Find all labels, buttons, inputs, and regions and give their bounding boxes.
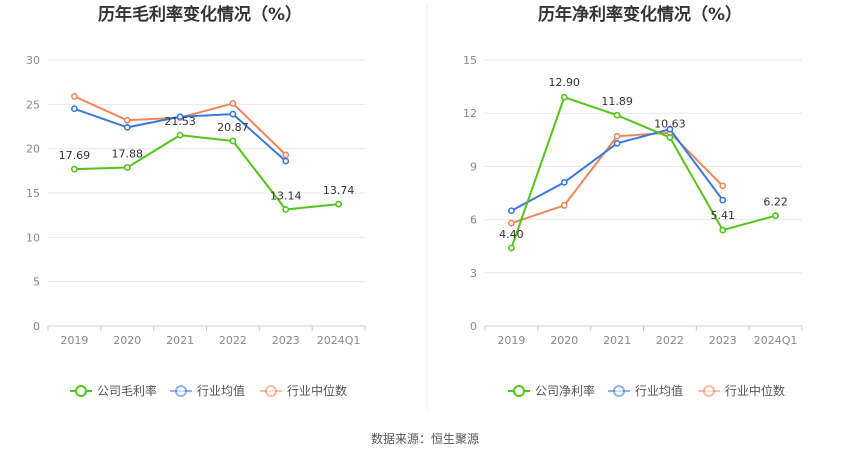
data-point: [71, 105, 78, 113]
legend-label: 行业均值: [197, 383, 245, 398]
data-point: [282, 151, 290, 159]
data-point: [613, 132, 621, 140]
legend-label: 行业均值: [635, 383, 683, 398]
data-point: [123, 164, 131, 171]
data-point: [508, 244, 515, 252]
x-tick-label: 2023: [272, 334, 300, 347]
legend-item[interactable]: 行业均值: [608, 383, 683, 398]
data-source-note: 数据来源：恒生聚源: [371, 431, 479, 446]
y-tick-label: 0: [33, 320, 40, 333]
x-tick-label: 2021: [166, 334, 194, 347]
legend-marker: [513, 385, 525, 397]
legend-marker: [703, 385, 715, 397]
chart-title: 历年毛利率变化情况（%）: [98, 4, 302, 25]
y-tick-label: 25: [26, 98, 40, 111]
data-point: [123, 116, 131, 124]
data-label: 4.40: [499, 228, 524, 241]
data-point: [335, 200, 342, 208]
data-point: [772, 212, 779, 220]
series-line: [74, 134, 339, 211]
y-tick-label: 6: [470, 214, 477, 227]
y-tick-label: 10: [26, 231, 40, 244]
x-tick-label: 2019: [60, 334, 88, 347]
data-point: [71, 165, 78, 173]
legend-marker: [613, 385, 625, 397]
data-point: [666, 134, 674, 141]
data-point: [176, 131, 184, 139]
y-tick-label: 30: [26, 54, 40, 67]
data-point: [229, 137, 237, 145]
data-label: 17.88: [112, 147, 144, 160]
chart-title: 历年净利率变化情况（%）: [538, 4, 742, 25]
legend-label: 行业中位数: [725, 383, 785, 398]
x-tick-label: 2021: [603, 334, 631, 347]
data-point: [719, 182, 727, 190]
data-point: [508, 219, 515, 227]
legend-label: 公司净利率: [535, 383, 595, 398]
data-point: [613, 111, 621, 119]
data-label: 13.14: [270, 189, 302, 202]
data-point: [613, 139, 621, 147]
legend-item[interactable]: 行业中位数: [260, 383, 347, 398]
data-point: [71, 92, 78, 100]
data-point: [508, 207, 515, 215]
legend-label: 公司毛利率: [97, 383, 157, 398]
y-tick-label: 12: [463, 107, 477, 120]
x-tick-label: 2024Q1: [754, 334, 798, 347]
x-tick-label: 2024Q1: [317, 334, 361, 347]
legend-marker: [175, 385, 187, 397]
y-tick-label: 15: [26, 187, 40, 200]
x-tick-label: 2023: [709, 334, 737, 347]
data-point: [666, 125, 674, 133]
data-label: 5.41: [711, 209, 736, 222]
legend-item[interactable]: 行业中位数: [698, 383, 785, 398]
net-margin-chart: 历年净利率变化情况（%） 0 3 6 9 12 15 2019 2020 2021 2022 202…: [463, 4, 803, 398]
data-label: 6.22: [763, 196, 788, 209]
data-point: [282, 157, 290, 165]
data-label: 12.90: [549, 76, 581, 89]
y-tick-label: 0: [470, 320, 477, 333]
y-tick-label: 5: [33, 276, 40, 289]
data-point: [719, 196, 727, 204]
legend-marker: [75, 385, 87, 397]
x-tick-label: 2019: [497, 334, 525, 347]
data-point: [229, 110, 237, 118]
data-point: [282, 206, 290, 213]
gross-margin-chart: 历年毛利率变化情况（%） 0 5 10 15 20 25 30 2019 2020 2021 202…: [26, 4, 366, 398]
x-tick-label: 2020: [550, 334, 578, 347]
legend-item[interactable]: 公司净利率: [508, 383, 595, 398]
data-point: [123, 123, 131, 131]
data-label: 21.53: [164, 115, 196, 128]
data-label: 17.69: [59, 149, 91, 162]
data-label: 11.89: [601, 95, 633, 108]
data-point: [560, 202, 568, 209]
data-point: [560, 178, 568, 186]
y-tick-label: 3: [470, 267, 477, 280]
series-line: [510, 96, 776, 249]
data-label: 20.87: [217, 121, 249, 134]
y-tick-label: 15: [463, 54, 477, 67]
legend-marker: [265, 385, 277, 397]
data-label: 13.74: [323, 184, 355, 197]
legend-item[interactable]: 行业均值: [170, 383, 245, 398]
data-point: [560, 93, 568, 101]
x-tick-label: 2020: [113, 334, 141, 347]
y-tick-label: 9: [470, 160, 477, 173]
data-label: 10.63: [654, 117, 686, 130]
legend-item[interactable]: 公司毛利率: [70, 383, 157, 398]
x-tick-label: 2022: [656, 334, 684, 347]
data-point: [719, 226, 727, 234]
data-point: [229, 100, 237, 107]
x-tick-label: 2022: [219, 334, 247, 347]
y-tick-label: 20: [26, 143, 40, 156]
legend-label: 行业中位数: [287, 383, 347, 398]
data-point: [176, 113, 184, 121]
